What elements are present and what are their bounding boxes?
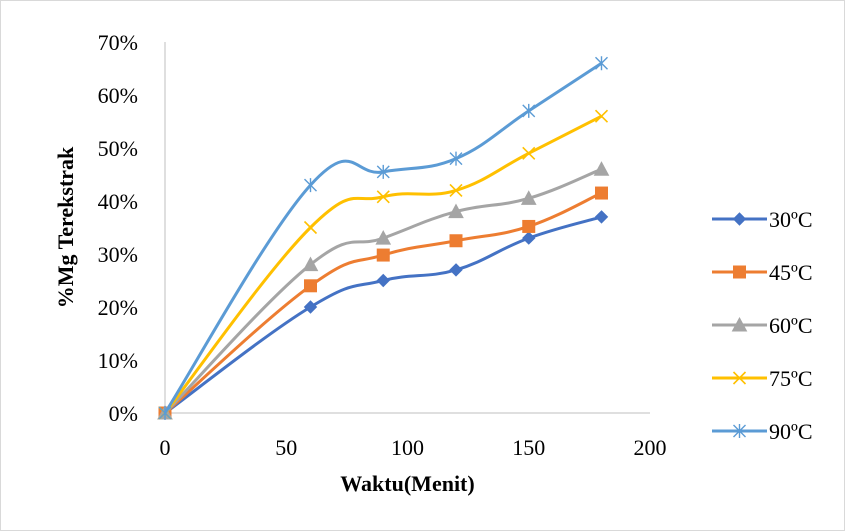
data-point xyxy=(522,219,536,233)
data-point xyxy=(595,186,608,200)
x-tick-labels: 0 50 100 150 200 xyxy=(160,435,667,460)
data-point xyxy=(522,103,536,118)
legend-label: 75ºC xyxy=(769,366,813,391)
y-tick-label: 30% xyxy=(98,242,138,267)
series-5 xyxy=(158,56,608,420)
x-tick-label: 50 xyxy=(275,435,297,460)
data-point xyxy=(303,300,318,314)
y-axis-title: %Mg Terekstrak xyxy=(53,146,78,308)
y-tick-label: 0% xyxy=(109,401,138,426)
legend-swatch-marker xyxy=(732,371,747,385)
data-point xyxy=(448,203,464,219)
series-2 xyxy=(158,186,608,420)
data-point xyxy=(595,56,608,71)
legend-item: 75ºC xyxy=(712,366,813,391)
legend-label: 90ºC xyxy=(769,419,813,444)
y-tick-label: 60% xyxy=(98,83,138,108)
series-4 xyxy=(158,109,609,420)
legend-item: 30ºC xyxy=(712,207,813,232)
legend-label: 45ºC xyxy=(769,260,813,285)
axes xyxy=(164,42,650,414)
x-tick-label: 0 xyxy=(160,435,171,460)
legend: 30ºC 45ºC 60ºC 75ºC 90ºC xyxy=(712,207,813,444)
series-layer xyxy=(157,56,610,420)
series-3 xyxy=(157,161,610,420)
legend-item: 60ºC xyxy=(712,313,813,338)
data-point xyxy=(376,248,390,262)
series-line xyxy=(164,215,602,415)
data-point xyxy=(304,279,317,293)
x-tick-label: 200 xyxy=(634,435,667,460)
data-point xyxy=(520,190,537,205)
series-1 xyxy=(158,210,609,420)
data-point xyxy=(375,230,392,245)
data-point xyxy=(376,190,390,204)
x-tick-label: 100 xyxy=(391,435,424,460)
data-point xyxy=(304,178,317,193)
x-tick-label: 150 xyxy=(512,435,545,460)
legend-swatch-marker xyxy=(732,212,747,226)
data-point xyxy=(449,263,463,277)
data-point xyxy=(376,164,390,179)
data-point xyxy=(303,220,318,235)
data-point xyxy=(449,151,463,166)
data-point xyxy=(302,256,319,272)
data-point xyxy=(158,406,172,420)
legend-label: 30ºC xyxy=(769,207,813,232)
data-point xyxy=(376,273,390,288)
y-tick-label: 20% xyxy=(98,295,138,320)
data-point xyxy=(594,109,609,123)
y-tick-labels: 0% 10% 20% 30% 40% 50% 60% 70% xyxy=(98,30,138,426)
data-point xyxy=(594,210,609,224)
series-line xyxy=(163,114,603,414)
y-tick-label: 40% xyxy=(98,189,138,214)
data-point xyxy=(522,146,536,160)
legend-item: 45ºC xyxy=(712,260,813,285)
series-line xyxy=(163,167,603,415)
x-axis-title: Waktu(Menit) xyxy=(340,471,474,496)
y-tick-label: 10% xyxy=(98,348,138,373)
y-tick-label: 50% xyxy=(98,136,138,161)
legend-swatch-marker xyxy=(733,424,746,438)
legend-item: 90ºC xyxy=(712,419,813,444)
legend-label: 60ºC xyxy=(769,313,813,338)
data-point xyxy=(593,161,610,176)
legend-swatch-marker xyxy=(733,265,746,279)
data-point xyxy=(449,234,463,248)
legend-swatch-marker xyxy=(731,316,748,332)
y-tick-label: 70% xyxy=(98,30,138,55)
data-point xyxy=(449,183,463,197)
data-point xyxy=(522,231,536,245)
